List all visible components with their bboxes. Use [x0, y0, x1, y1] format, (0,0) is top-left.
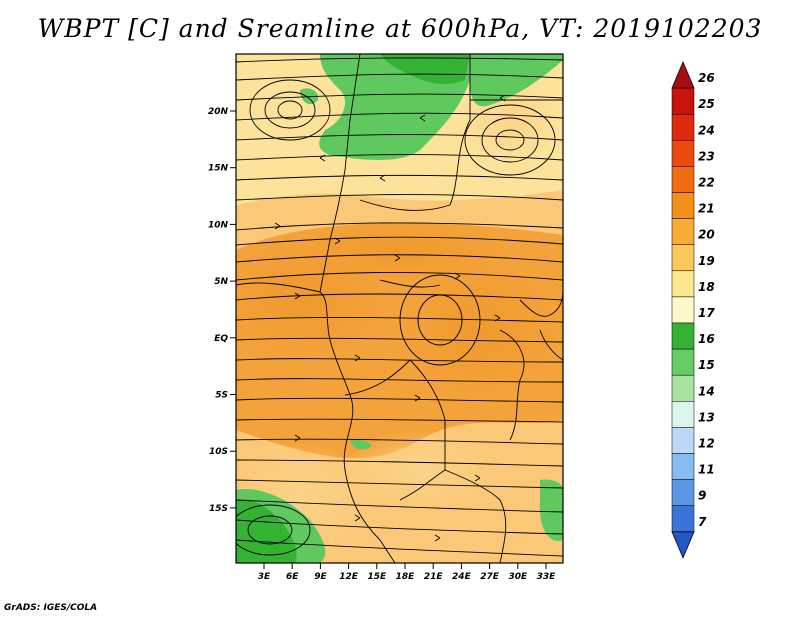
chart-title: WBPT [C] and Sreamline at 600hPa, VT: 20… — [37, 14, 763, 43]
longitude-axis: 3E 6E 9E 12E 15E 18E 21E 24E 27E 30E 33E — [258, 563, 556, 582]
country-borders — [236, 54, 563, 563]
colorbar-segment — [671, 87, 695, 115]
colorbar-label: 19 — [698, 254, 715, 268]
lon-label: 24E — [452, 572, 472, 582]
lat-label: 10S — [209, 447, 228, 457]
lat-label: 20N — [208, 107, 229, 117]
lat-label: 15N — [208, 164, 229, 174]
colorbar-label: 13 — [698, 410, 715, 424]
lon-label: 27E — [480, 572, 500, 582]
colorbar-label: 14 — [698, 384, 715, 398]
lat-label: 10N — [208, 220, 229, 230]
map-frame — [235, 53, 564, 564]
colorbar-label: 21 — [698, 202, 715, 216]
colorbar-segment — [671, 374, 695, 402]
colorbar-segment — [671, 479, 695, 506]
colorbar-segment — [671, 348, 695, 376]
lon-label: 6E — [286, 572, 299, 582]
colorbar-label: 16 — [698, 332, 715, 346]
lon-label: 3E — [258, 572, 271, 582]
colorbar-label: 15 — [698, 358, 715, 372]
lat-label: 15S — [209, 504, 228, 514]
colorbar-label: 18 — [698, 280, 715, 294]
latitude-axis: 20N 15N 10N 5N EQ 5S 10S 15S — [208, 107, 236, 514]
colorbar-segment — [671, 113, 695, 141]
colorbar-label: 22 — [698, 176, 715, 190]
colorbar-label: 7 — [698, 515, 707, 529]
colorbar-top-arrow — [671, 60, 695, 89]
colorbar-label: 24 — [698, 123, 715, 137]
lon-label: 21E — [424, 572, 444, 582]
lon-label: 30E — [508, 572, 528, 582]
wbpt-field — [236, 54, 563, 563]
colorbar-segment — [671, 401, 695, 428]
grads-credit: GrADS: IGES/COLA — [4, 603, 98, 613]
lat-label: 5N — [214, 277, 228, 287]
colorbar-label: 26 — [698, 71, 715, 85]
colorbar-segment — [671, 140, 695, 167]
colorbar-label: 20 — [698, 228, 715, 242]
lon-label: 18E — [396, 572, 416, 582]
lat-label: 5S — [215, 391, 228, 401]
lon-label: 15E — [367, 572, 387, 582]
colorbar-segment — [671, 505, 695, 533]
colorbar-segment — [671, 270, 695, 298]
colorbar-label: 12 — [698, 437, 715, 451]
colorbar-bottom-arrow — [671, 531, 695, 559]
colorbar-segment — [671, 218, 695, 245]
colorbar-label: 17 — [698, 306, 715, 320]
lon-label: 33E — [537, 572, 557, 582]
colorbar-label: 9 — [698, 489, 706, 503]
colorbar-segment — [671, 322, 695, 350]
lat-label: EQ — [214, 334, 228, 344]
colorbar-segment — [671, 427, 695, 454]
colorbar-label: 23 — [698, 149, 715, 163]
colorbar-segment — [671, 453, 695, 480]
colorbar: 26 25 24 23 22 21 20 19 18 17 16 15 14 13 12 11 9 7 — [671, 60, 715, 559]
lon-label: 12E — [339, 572, 359, 582]
colorbar-label: 25 — [698, 97, 715, 111]
colorbar-segment — [671, 192, 695, 219]
colorbar-segment — [671, 244, 695, 272]
colorbar-segment — [671, 296, 695, 324]
colorbar-segment — [671, 166, 695, 193]
streamlines — [236, 57, 563, 557]
lon-label: 9E — [314, 572, 327, 582]
colorbar-label: 11 — [698, 463, 715, 477]
